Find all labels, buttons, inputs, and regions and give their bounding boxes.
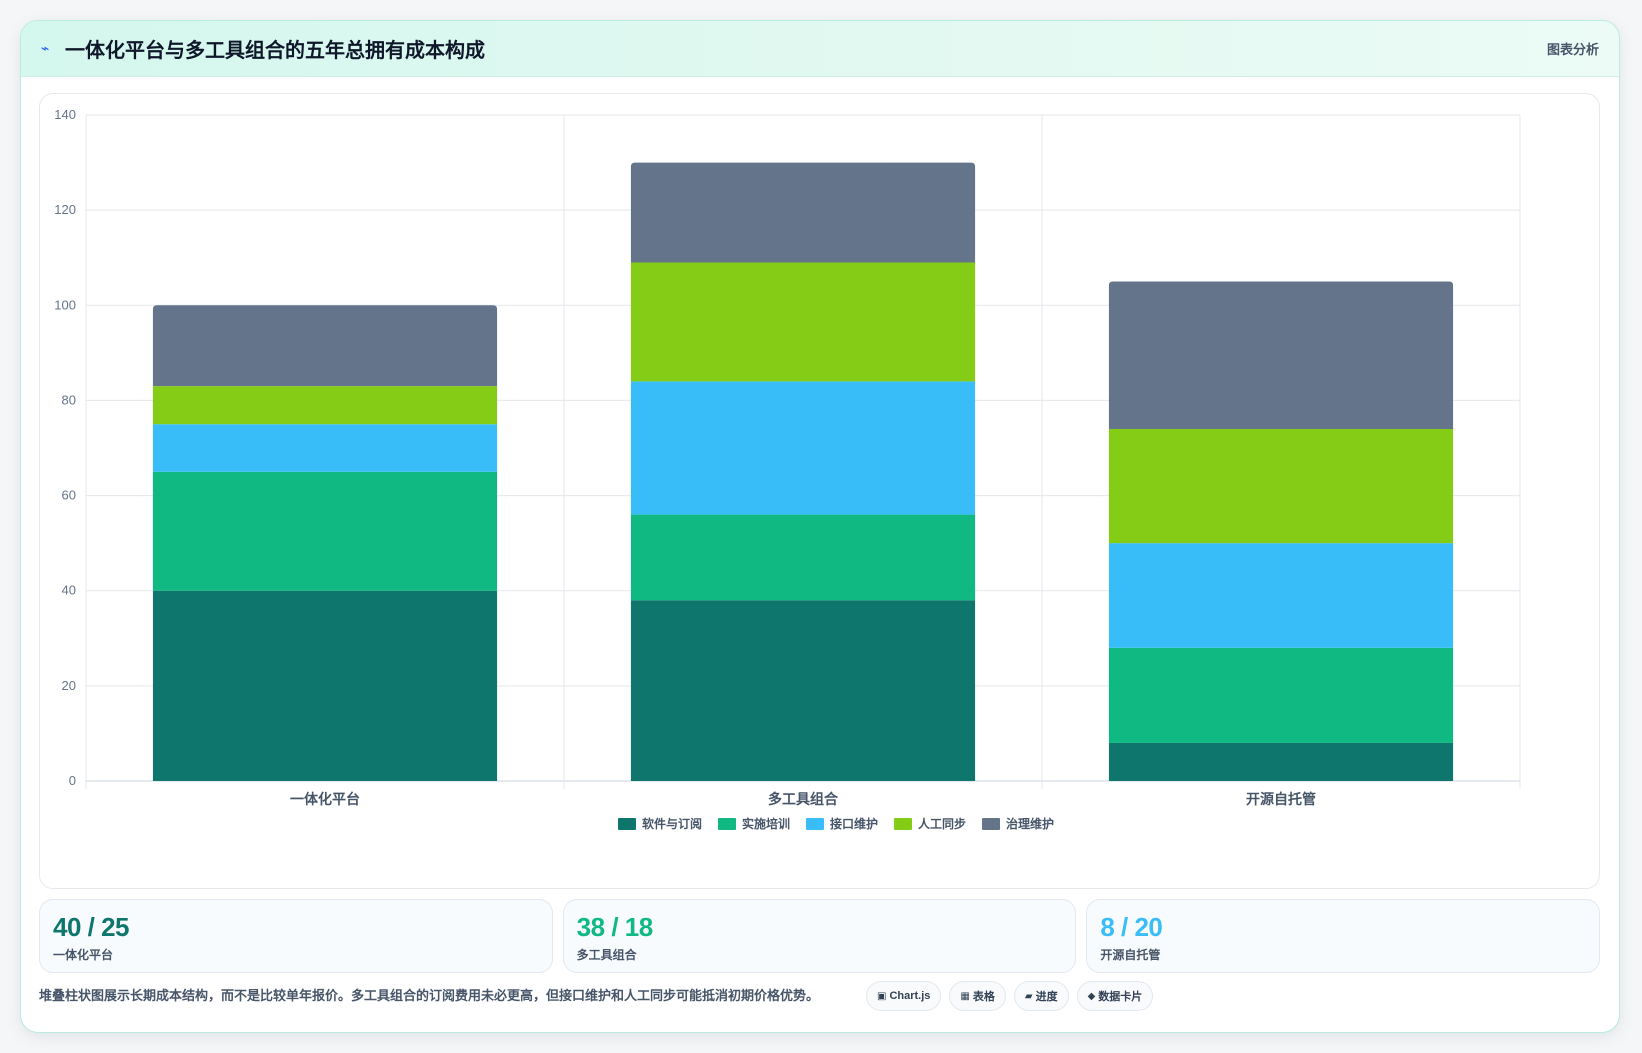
y-tick-label: 0 <box>69 773 76 788</box>
legend-label: 软件与订阅 <box>642 816 702 831</box>
legend-label: 接口维护 <box>830 816 878 831</box>
kpi-value: 40 / 25 <box>53 912 130 942</box>
bar-segment <box>1108 742 1454 781</box>
bar-segment <box>630 600 976 781</box>
x-category-label: 开源自托管 <box>1246 791 1316 807</box>
bar-segment <box>1108 428 1454 544</box>
bar-segment <box>152 386 498 425</box>
chip-chartjs[interactable]: ▣ Chart.js <box>866 981 942 1011</box>
legend-swatch <box>718 818 736 830</box>
chart-note: 堆叠柱状图展示长期成本结构，而不是比较单年报价。多工具组合的订阅费用未必更高，但… <box>39 988 820 1003</box>
kpi-card: 40 / 25 一体化平台 <box>39 899 553 973</box>
legend-swatch <box>618 818 636 830</box>
card-header: ⌁ 一体化平台与多工具组合的五年总拥有成本构成 图表分析 <box>21 21 1619 77</box>
chart-analysis-tag: 图表分析 <box>1546 42 1599 57</box>
chip-data-card[interactable]: ◆ 数据卡片 <box>1076 981 1154 1011</box>
bar-segment <box>152 424 498 472</box>
bar-segment <box>152 590 498 781</box>
y-tick-label: 120 <box>54 202 76 217</box>
bar-segment <box>1108 647 1454 743</box>
bar-segment <box>630 381 976 515</box>
bar-segment <box>152 305 498 387</box>
legend-swatch <box>982 818 1000 830</box>
card-footer: 堆叠柱状图展示长期成本结构，而不是比较单年报价。多工具组合的订阅费用未必更高，但… <box>39 981 1600 1015</box>
kpi-card: 8 / 20 开源自托管 <box>1086 899 1601 973</box>
chip-label: 数据卡片 <box>1098 991 1143 1003</box>
y-tick-label: 140 <box>54 107 76 122</box>
y-tick-label: 100 <box>54 297 76 312</box>
chip-table[interactable]: ▦ 表格 <box>949 981 1006 1011</box>
chip-label: Chart.js <box>889 990 931 1002</box>
bar-segment <box>630 514 976 601</box>
legend-swatch <box>806 818 824 830</box>
data-card-icon: ◆ <box>1087 990 1096 1002</box>
kpi-value: 38 / 18 <box>576 912 654 942</box>
kpi-row: 40 / 25 一体化平台 38 / 18 多工具组合 8 / 20 开源自托管 <box>39 899 1601 973</box>
bar-segment <box>1108 543 1454 648</box>
kpi-label: 一体化平台 <box>53 948 114 962</box>
x-category-label: 一体化平台 <box>290 791 360 807</box>
chart-title: 一体化平台与多工具组合的五年总拥有成本构成 <box>65 40 485 62</box>
kpi-label: 开源自托管 <box>1100 948 1161 962</box>
bar-segment <box>630 162 976 263</box>
table-icon: ▦ <box>960 990 970 1002</box>
chart-panel: 0 20 40 60 80 100 120 140 一体化平台 多工具组合 开源自托管软件与订阅 实施… <box>39 93 1600 889</box>
legend-label: 人工同步 <box>918 816 966 831</box>
bar-segment <box>1108 281 1454 429</box>
chip-group: ▣ Chart.js ▦ 表格 ▰ 进度 ◆ 数据卡片 <box>866 981 1154 1011</box>
lightning-icon: ⌁ <box>41 40 50 57</box>
kpi-label: 多工具组合 <box>576 948 637 962</box>
kpi-card: 38 / 18 多工具组合 <box>562 899 1077 973</box>
legend-label: 治理维护 <box>1006 816 1054 831</box>
chart-icon: ▣ <box>877 990 887 1002</box>
kpi-value: 8 / 20 <box>1100 912 1163 942</box>
chip-label: 进度 <box>1035 991 1058 1003</box>
chip-label: 表格 <box>972 991 995 1003</box>
bar-segment <box>152 471 498 591</box>
legend-swatch <box>894 818 912 830</box>
chip-progress[interactable]: ▰ 进度 <box>1013 981 1069 1011</box>
x-category-label: 多工具组合 <box>768 791 839 807</box>
chart-card: ⌁ 一体化平台与多工具组合的五年总拥有成本构成 图表分析 0 20 40 60 80 10… <box>20 20 1620 1033</box>
legend-label: 实施培训 <box>742 816 790 831</box>
y-tick-label: 20 <box>62 678 76 693</box>
y-tick-label: 40 <box>62 583 76 598</box>
y-tick-label: 60 <box>62 488 76 503</box>
bar-segment <box>630 262 976 382</box>
progress-icon: ▰ <box>1024 990 1033 1002</box>
y-tick-label: 80 <box>62 392 76 407</box>
